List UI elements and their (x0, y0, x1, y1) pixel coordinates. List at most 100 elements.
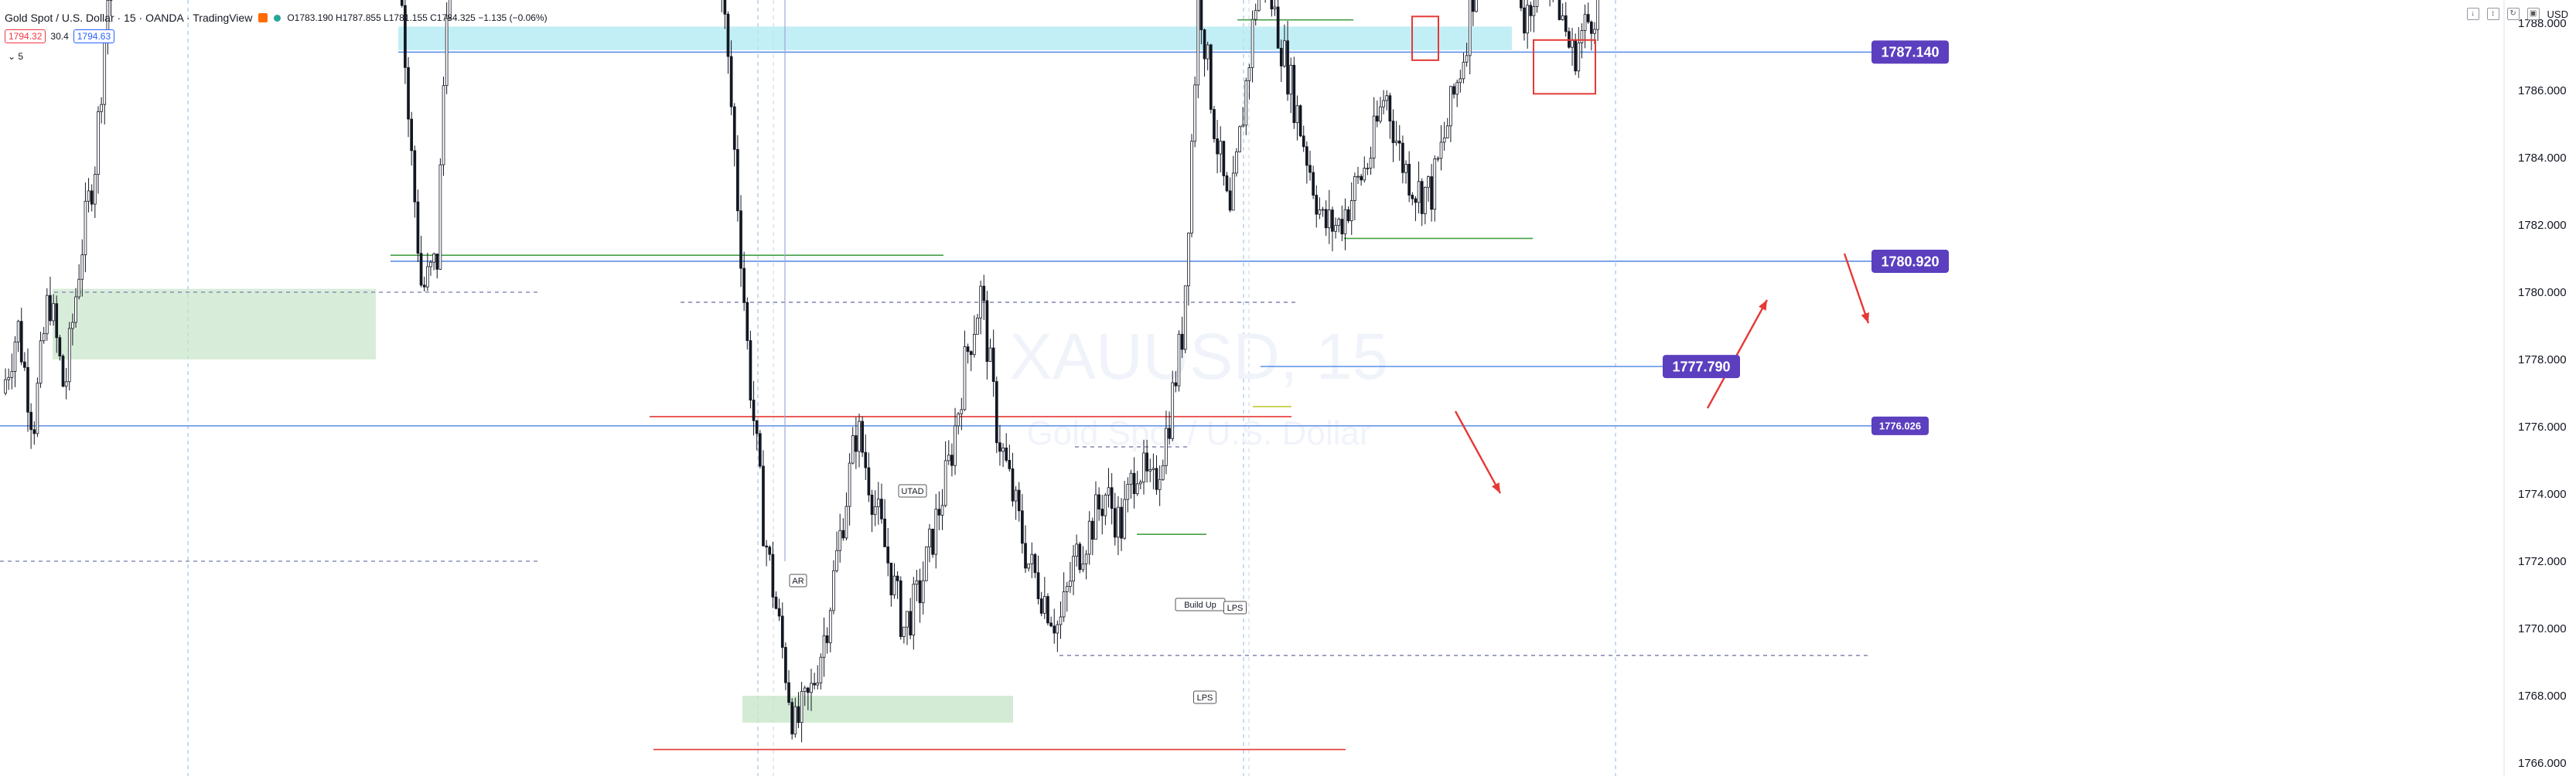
candle (1293, 65, 1295, 122)
candle (807, 688, 809, 693)
candle (1383, 100, 1385, 107)
candle (1571, 40, 1574, 47)
arrow-down-icon[interactable]: ↓ (2467, 8, 2479, 20)
scale-icon[interactable]: ↕ (2487, 8, 2499, 20)
candle (1328, 210, 1330, 228)
candle (1341, 220, 1343, 234)
candle (998, 443, 1001, 451)
candle (1165, 428, 1167, 465)
candle (810, 683, 813, 693)
candle (1357, 176, 1360, 177)
candle (1047, 597, 1049, 623)
candle (1210, 45, 1212, 110)
flag-icon[interactable] (258, 13, 268, 22)
sell-button[interactable]: 1794.32 (5, 29, 46, 43)
buy-button[interactable]: 1794.63 (73, 29, 114, 43)
candle (909, 611, 912, 635)
candle (11, 371, 13, 377)
candle (1353, 177, 1356, 201)
candle (1139, 482, 1141, 484)
candle (1312, 172, 1315, 196)
candle (1360, 176, 1363, 180)
candle (1043, 597, 1046, 614)
candle (1232, 173, 1234, 210)
chart-legend-header: Gold Spot / U.S. Dollar · 15 · OANDA · T… (5, 9, 548, 26)
candle (1446, 126, 1448, 138)
y-tick-label: 1772.000 (2518, 555, 2567, 568)
candle (75, 297, 77, 322)
candle (724, 0, 726, 14)
candle (1590, 22, 1592, 33)
price-axis[interactable] (2504, 0, 2576, 776)
candle (1338, 220, 1340, 226)
candle (1040, 599, 1042, 614)
candle (899, 581, 902, 636)
candle (902, 627, 905, 636)
candle (820, 657, 822, 683)
candle (1274, 7, 1276, 9)
candle (836, 550, 838, 571)
candle (941, 506, 943, 515)
annotation-label: AR (792, 577, 804, 586)
candle (766, 546, 768, 547)
symbol-title[interactable]: Gold Spot / U.S. Dollar · 15 · OANDA · T… (5, 12, 252, 24)
candle (1325, 209, 1327, 228)
liquidity-zone (398, 26, 1512, 49)
candle (986, 301, 988, 362)
y-tick-label: 1784.000 (2518, 152, 2567, 165)
candle (1587, 15, 1589, 22)
candle (1101, 509, 1104, 516)
currency-selector[interactable]: USD (2547, 9, 2568, 20)
candle (414, 151, 416, 202)
candle (960, 410, 963, 414)
candle (839, 530, 841, 550)
candle (442, 86, 445, 165)
candle (1389, 96, 1391, 121)
replay-icon[interactable]: ↻ (2507, 8, 2520, 20)
candle (1363, 168, 1366, 179)
candle (858, 421, 861, 451)
candle (842, 530, 844, 538)
candle (1248, 68, 1250, 81)
camera-icon[interactable]: ▣ (2527, 8, 2540, 20)
candle (1594, 29, 1596, 33)
candle (922, 581, 924, 603)
arrow-head (1861, 312, 1869, 323)
trade-buttons: 1794.32 30.4 1794.63 (5, 29, 114, 43)
candle (439, 165, 442, 269)
candle (862, 421, 864, 452)
candle (1206, 45, 1209, 59)
candle (1373, 116, 1375, 158)
candle (1472, 0, 1474, 12)
candle (1235, 152, 1237, 173)
candle (1229, 191, 1231, 210)
candle (980, 286, 982, 318)
candle (1459, 79, 1462, 83)
candle (1184, 286, 1186, 349)
candle (14, 342, 16, 371)
trend-arrow (1455, 411, 1500, 493)
candle (970, 352, 972, 355)
candle (1015, 490, 1017, 501)
candle (794, 707, 797, 734)
candle (916, 581, 918, 584)
candle (1335, 226, 1337, 232)
candle (1527, 5, 1529, 33)
candle (1251, 19, 1254, 67)
candle (1133, 473, 1135, 493)
candle (30, 412, 32, 430)
candle (411, 119, 413, 151)
candle (740, 211, 742, 268)
candle (1584, 15, 1586, 31)
candle (1088, 521, 1090, 554)
candle (1418, 182, 1420, 203)
indicators-toggle[interactable]: ⌄ 5 (8, 51, 23, 62)
candle (763, 466, 765, 546)
candle (97, 111, 100, 174)
candle (913, 584, 915, 635)
candle (1408, 164, 1411, 195)
candle (1533, 7, 1535, 16)
level-tag-label: 1787.140 (1881, 45, 1939, 60)
